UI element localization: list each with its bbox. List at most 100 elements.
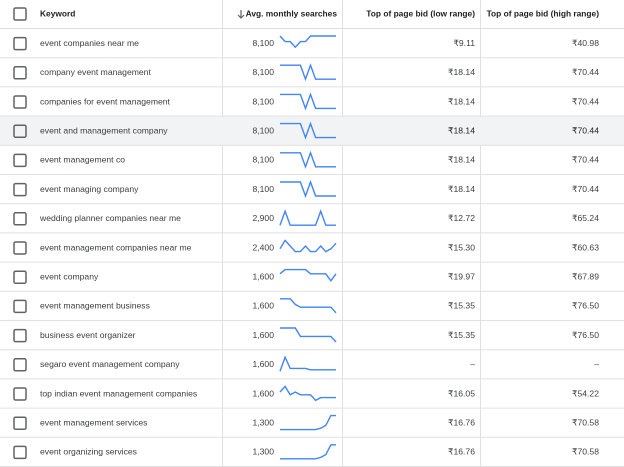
trend-sparkline <box>279 209 336 226</box>
avg-searches: 8,100 <box>252 38 274 48</box>
high-bid: ₹76.50 <box>572 330 599 340</box>
keyword: wedding planner companies near me <box>39 213 181 223</box>
high-bid: ₹70.58 <box>572 447 599 457</box>
trend-sparkline <box>280 121 336 140</box>
avg-searches: 8,100 <box>252 184 274 194</box>
row-checkbox[interactable] <box>13 66 27 80</box>
low-bid: ₹15.35 <box>448 301 475 311</box>
trend-sparkline <box>280 179 336 199</box>
keyword: event company <box>40 271 99 281</box>
high-bid: ₹70.44 <box>572 155 599 165</box>
trend-sparkline <box>280 63 336 82</box>
trend-sparkline <box>279 385 336 402</box>
high-bid: ₹70.44 <box>572 67 599 77</box>
row-checkbox[interactable] <box>13 416 27 430</box>
low-bid: ₹18.14 <box>448 155 475 165</box>
low-bid: ₹18.14 <box>448 125 475 135</box>
row-checkbox[interactable] <box>13 182 27 197</box>
high-bid: ₹67.89 <box>572 271 599 281</box>
row-checkbox[interactable] <box>13 299 27 314</box>
high-bid: ₹65.24 <box>572 213 599 223</box>
low-bid: ₹16.05 <box>448 388 475 398</box>
keyword: event management services <box>40 417 147 427</box>
low-bid: ₹18.14 <box>448 96 475 106</box>
avg-searches: 1,300 <box>252 447 274 457</box>
keyword: segaro event management company <box>40 359 180 369</box>
low-bid: ₹9.11 <box>453 38 475 48</box>
row-checkbox[interactable] <box>13 328 27 343</box>
sort-arrow[interactable] <box>237 10 245 19</box>
avg-searches: 8,100 <box>252 125 274 135</box>
avg-searches: 1,600 <box>252 330 274 340</box>
avg-searches: 1,300 <box>252 417 274 427</box>
avg-searches: 8,100 <box>252 155 274 165</box>
trend-sparkline <box>280 414 336 431</box>
low-bid: ₹15.30 <box>448 242 475 252</box>
low-bid: ₹15.35 <box>448 330 475 340</box>
row-highlight <box>0 116 624 146</box>
trend-sparkline <box>280 444 336 460</box>
keyword: top indian event management companies <box>40 388 197 398</box>
row-checkbox[interactable] <box>13 358 27 372</box>
high-bid: – <box>594 359 599 369</box>
high-bid: ₹60.63 <box>572 242 599 252</box>
header-searches[interactable]: Avg. monthly searches <box>246 9 338 19</box>
low-bid: ₹12.72 <box>448 213 475 223</box>
row-checkbox[interactable] <box>13 241 27 255</box>
row-checkbox[interactable] <box>13 212 27 226</box>
keyword: companies for event management <box>40 96 171 106</box>
keyword: event companies near me <box>40 38 139 48</box>
trend-sparkline <box>280 298 337 314</box>
avg-searches: 2,400 <box>252 242 274 252</box>
keyword: event organizing services <box>40 447 137 457</box>
high-bid: ₹54.22 <box>572 388 599 398</box>
trend-sparkline <box>279 355 336 372</box>
row-checkbox[interactable] <box>13 387 27 401</box>
select-all-checkbox[interactable] <box>13 7 27 21</box>
low-bid: ₹16.76 <box>448 447 475 457</box>
row-checkbox[interactable] <box>13 95 27 109</box>
high-bid: ₹40.98 <box>572 38 599 48</box>
trend-sparkline <box>279 268 337 282</box>
high-bid: ₹76.50 <box>572 301 599 311</box>
row-checkbox[interactable] <box>13 270 27 284</box>
low-bid: ₹18.14 <box>448 184 475 194</box>
high-bid: ₹70.44 <box>572 184 599 194</box>
avg-searches: 1,600 <box>252 388 274 398</box>
keyword: event management co <box>40 155 125 165</box>
row-checkbox[interactable] <box>13 36 27 51</box>
keyword: event management companies near me <box>40 242 192 252</box>
avg-searches: 1,600 <box>252 271 274 281</box>
keyword: business event organizer <box>40 330 136 340</box>
avg-searches: 1,600 <box>252 359 274 369</box>
keyword: event managing company <box>40 184 139 194</box>
keyword: event and management company <box>40 125 168 135</box>
keyword: company event management <box>40 67 151 77</box>
row-checkbox[interactable] <box>13 445 27 460</box>
row-checkbox[interactable] <box>13 124 27 138</box>
header-keyword[interactable]: Keyword <box>40 9 75 19</box>
low-bid: ₹19.97 <box>448 271 475 281</box>
trend-sparkline <box>279 239 337 253</box>
high-bid: ₹70.44 <box>572 125 599 135</box>
avg-searches: 1,600 <box>252 301 274 311</box>
low-bid: – <box>470 359 475 369</box>
row-checkbox[interactable] <box>13 153 27 168</box>
high-bid: ₹70.44 <box>572 96 599 106</box>
trend-sparkline <box>279 35 336 49</box>
trend-sparkline <box>280 327 337 343</box>
header-high-bid[interactable]: Top of page bid (high range) <box>487 9 600 19</box>
avg-searches: 2,900 <box>252 213 274 223</box>
header-low-bid[interactable]: Top of page bid (low range) <box>366 9 475 19</box>
trend-sparkline <box>280 92 336 111</box>
trend-sparkline <box>280 150 336 169</box>
avg-searches: 8,100 <box>252 67 274 77</box>
avg-searches: 8,100 <box>252 96 274 106</box>
low-bid: ₹18.14 <box>448 67 475 77</box>
keyword: event management business <box>40 301 150 311</box>
high-bid: ₹70.58 <box>572 417 599 427</box>
low-bid: ₹16.76 <box>448 417 475 427</box>
